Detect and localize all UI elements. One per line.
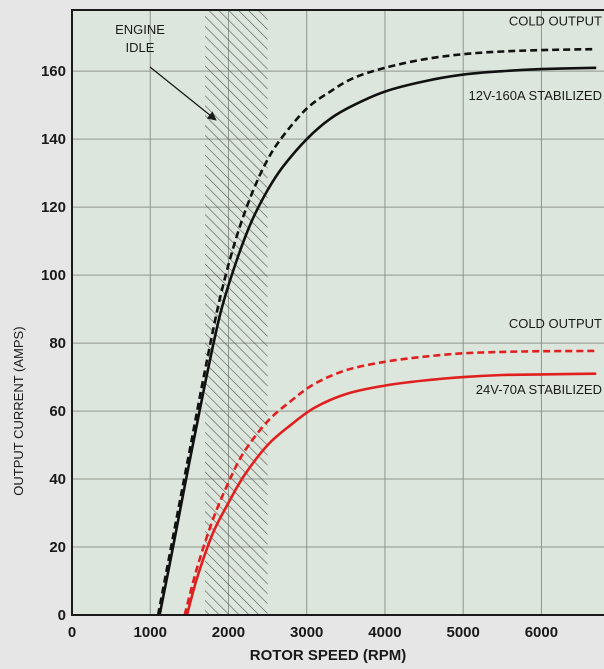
series-label-cold-output-12v: COLD OUTPUT xyxy=(509,13,602,28)
grid-lines xyxy=(72,10,604,615)
x-tick-label: 1000 xyxy=(134,624,167,641)
series-label-24v-70a-stabilized: 24V-70A STABILIZED xyxy=(476,382,602,397)
x-tick-label: 5000 xyxy=(446,624,479,641)
y-tick-label: 100 xyxy=(41,267,66,284)
x-tick-label: 2000 xyxy=(212,624,245,641)
engine-idle-arrow xyxy=(149,66,217,121)
series-layer xyxy=(156,47,597,615)
x-axis-ticks: 0 1000 2000 3000 4000 5000 6000 xyxy=(68,624,558,641)
engine-idle-label-line2: IDLE xyxy=(126,40,155,55)
engine-idle-band xyxy=(205,10,268,615)
series-label-12v-160a-stabilized: 12V-160A STABILIZED xyxy=(469,88,602,103)
y-tick-label: 40 xyxy=(49,471,66,488)
series-line-3 xyxy=(183,349,597,615)
y-tick-label: 80 xyxy=(49,335,66,352)
y-tick-label: 120 xyxy=(41,199,66,216)
y-tick-label: 0 xyxy=(58,607,66,624)
x-tick-label: 6000 xyxy=(525,624,558,641)
y-tick-label: 140 xyxy=(41,131,66,148)
y-axis-ticks: 0 20 40 60 80 100 120 140 160 xyxy=(41,63,66,624)
y-tick-label: 160 xyxy=(41,63,66,80)
x-tick-label: 0 xyxy=(68,624,76,641)
y-axis-label: OUTPUT CURRENT (AMPS) xyxy=(11,326,26,495)
series-line-4 xyxy=(185,372,597,615)
engine-idle-label-line1: ENGINE xyxy=(115,22,165,37)
x-tick-label: 4000 xyxy=(368,624,401,641)
x-tick-label: 3000 xyxy=(290,624,323,641)
y-tick-label: 60 xyxy=(49,403,66,420)
y-tick-label: 20 xyxy=(49,539,66,556)
plot-frame xyxy=(71,9,604,616)
plot-area xyxy=(72,10,604,615)
series-line-2 xyxy=(158,66,597,615)
series-label-cold-output-24v: COLD OUTPUT xyxy=(509,316,602,331)
x-axis-label: ROTOR SPEED (RPM) xyxy=(250,647,406,664)
series-line-1 xyxy=(156,47,597,615)
